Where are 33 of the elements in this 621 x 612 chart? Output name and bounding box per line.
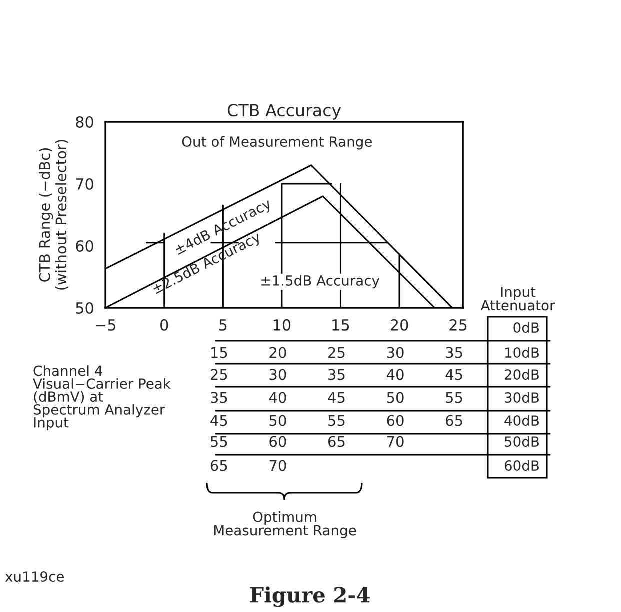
text: xu119ce — [5, 572, 64, 582]
text: 60dB — [504, 460, 540, 472]
text: 35 40 45 50 55 — [211, 392, 462, 404]
annotation: Out of Measurement Range — [182, 136, 372, 150]
text: 20dB — [505, 369, 540, 380]
text: 50dB — [505, 436, 540, 448]
text: 15 20 25 30 35 — [211, 347, 462, 358]
x-tick-label: −5 — [96, 320, 116, 331]
text: 10dB — [506, 347, 540, 358]
x-tick-label: 10 — [274, 319, 291, 331]
y-tick-label: 80 — [76, 116, 94, 128]
chart-title: CTB Accuracy — [228, 104, 342, 120]
caption: Figure 2-4 — [250, 586, 370, 608]
y-tick-label: 60 — [76, 240, 94, 252]
annotation: ±1.5dB Accuracy — [262, 275, 380, 289]
text: 55 60 65 70 — [211, 436, 404, 448]
text: Input Attenuator — [480, 286, 556, 311]
text: 0dB — [514, 322, 540, 334]
x-tick-label: 20 — [390, 319, 408, 331]
text: 45 50 55 60 65 — [210, 415, 462, 426]
y-axis-title: CTB Range (−dBc) (without Preselector) — [39, 140, 68, 290]
text: 40dB — [504, 415, 540, 426]
x-tick-label: 5 — [219, 320, 227, 331]
text: Channel 4 Visual−Carrier Peak (dBmV) at Spectrum Analyzer Input — [33, 365, 171, 431]
y-tick-label: 50 — [76, 302, 94, 314]
text: 25 30 35 40 45 — [210, 369, 462, 380]
text: 30dB — [505, 392, 540, 404]
text: 65 70 — [210, 460, 286, 472]
x-tick-label: 25 — [450, 319, 467, 331]
x-tick-label: 0 — [160, 319, 168, 331]
y-tick-label: 70 — [76, 178, 94, 190]
x-tick-label: 15 — [332, 320, 350, 331]
text: Optimum Measurement Range — [214, 512, 356, 538]
